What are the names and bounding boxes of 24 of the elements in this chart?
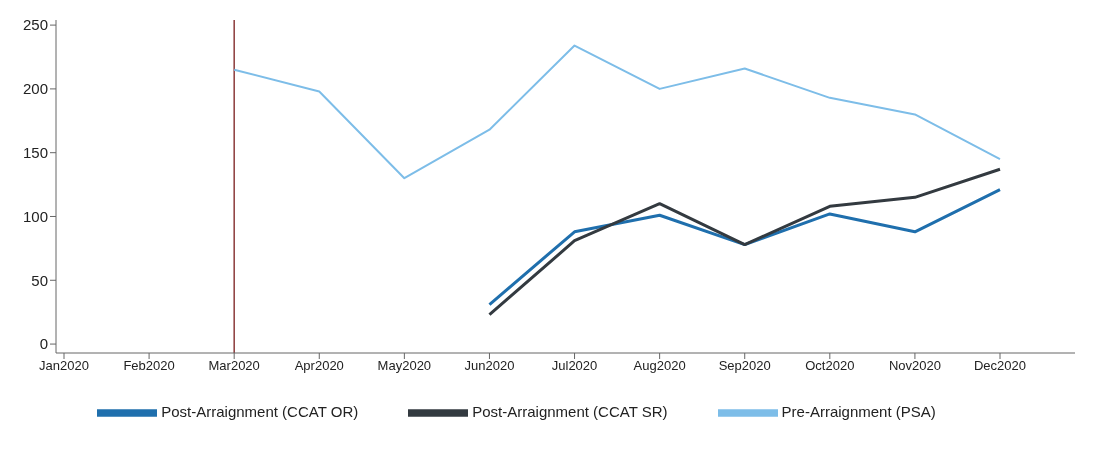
legend-label: Post-Arraignment (CCAT SR) xyxy=(472,402,668,420)
x-tick-label: Oct2020 xyxy=(805,358,855,374)
line-series xyxy=(487,188,1002,307)
y-tick-label: 50 xyxy=(31,271,48,289)
x-tick-label: Aug2020 xyxy=(633,358,686,374)
line-series xyxy=(233,44,1001,180)
x-tick-label: Nov2020 xyxy=(888,358,941,374)
y-tick-label: 0 xyxy=(39,335,48,353)
y-tick-label: 150 xyxy=(22,144,48,162)
y-tick-label: 250 xyxy=(22,16,48,34)
x-tick-label: Apr2020 xyxy=(294,358,344,374)
line-series xyxy=(487,167,1002,317)
legend-label: Pre-Arraignment (PSA) xyxy=(781,402,936,420)
x-tick-label: Dec2020 xyxy=(973,358,1027,374)
x-tick-label: Jan2020 xyxy=(39,358,89,374)
legend-label: Post-Arraignment (CCAT OR) xyxy=(161,402,359,420)
x-tick-label: Jun2020 xyxy=(464,358,515,374)
x-tick-label: Sep2020 xyxy=(718,358,771,374)
x-tick-label: Feb2020 xyxy=(123,358,175,374)
x-tick-label: Jul2020 xyxy=(551,358,598,374)
y-tick-label: 100 xyxy=(22,207,48,225)
x-tick-label: Mar2020 xyxy=(208,358,260,374)
x-tick-label: May2020 xyxy=(377,358,432,374)
y-tick-label: 200 xyxy=(22,80,48,98)
